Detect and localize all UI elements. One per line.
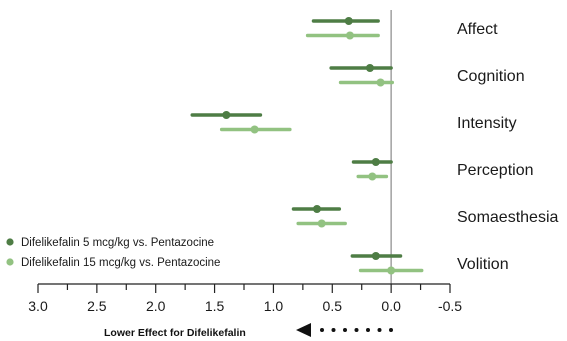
x-tick-label: 1.0 bbox=[264, 298, 284, 314]
legend: Difelikefalin 5 mcg/kg vs. Pentazocine D… bbox=[6, 237, 220, 269]
annotation-text: Lower Effect for Difelikefalin bbox=[104, 327, 246, 339]
point-estimate-series-1-affect bbox=[344, 17, 353, 25]
point-estimate-series-1-perception bbox=[371, 158, 380, 166]
x-tick-label: 2.5 bbox=[87, 298, 107, 314]
x-tick-label: 0.0 bbox=[381, 298, 401, 314]
legend-label-series-2: Difelikefalin 15 mcg/kg vs. Pentazocine bbox=[21, 257, 220, 269]
point-estimate-series-2-affect bbox=[345, 31, 354, 40]
point-estimate-series-2-volition bbox=[387, 266, 396, 275]
category-label-somaesthesia: Somaesthesia bbox=[457, 209, 558, 226]
point-estimate-series-1-cognition bbox=[365, 64, 374, 72]
point-estimate-series-1-intensity bbox=[222, 111, 231, 119]
x-axis-ticks: 3.0 2.5 2.0 1.5 1.0 0.5 0.0 -0.5 bbox=[28, 284, 462, 314]
annotation: Lower Effect for Difelikefalin bbox=[104, 323, 393, 339]
legend-marker-series-2 bbox=[6, 258, 14, 266]
plot-marks bbox=[190, 10, 424, 284]
point-estimate-series-2-perception bbox=[368, 172, 377, 181]
annotation-dot bbox=[366, 328, 370, 332]
annotation-dot bbox=[354, 328, 359, 332]
category-label-intensity: Intensity bbox=[457, 115, 517, 132]
x-tick-label: -0.5 bbox=[438, 298, 462, 314]
x-tick-label: 1.5 bbox=[205, 298, 225, 314]
annotation-dot bbox=[377, 328, 382, 332]
annotation-arrowhead bbox=[296, 323, 311, 337]
annotation-dot bbox=[389, 328, 393, 332]
point-estimate-series-2-somaesthesia bbox=[317, 219, 326, 228]
point-estimate-series-2-cognition bbox=[376, 78, 385, 87]
legend-marker-series-1 bbox=[6, 238, 14, 246]
legend-label-series-1: Difelikefalin 5 mcg/kg vs. Pentazocine bbox=[21, 237, 214, 249]
x-tick-label: 2.0 bbox=[146, 298, 166, 314]
x-tick-label: 3.0 bbox=[28, 298, 48, 314]
annotation-dotted-line bbox=[320, 328, 393, 332]
annotation-dot bbox=[343, 328, 347, 332]
category-label-volition: Volition bbox=[457, 256, 509, 273]
point-estimate-series-1-volition bbox=[371, 252, 380, 260]
x-tick-label: 0.5 bbox=[323, 298, 343, 314]
category-label-perception: Perception bbox=[457, 162, 534, 179]
category-label-affect: Affect bbox=[457, 21, 498, 38]
annotation-dot bbox=[320, 328, 324, 332]
annotation-dot bbox=[331, 328, 336, 332]
category-label-cognition: Cognition bbox=[457, 68, 525, 85]
point-estimate-series-2-intensity bbox=[250, 125, 259, 134]
point-estimate-series-1-somaesthesia bbox=[312, 205, 321, 213]
category-labels: Affect Cognition Intensity Perception Somaes… bbox=[457, 21, 558, 273]
